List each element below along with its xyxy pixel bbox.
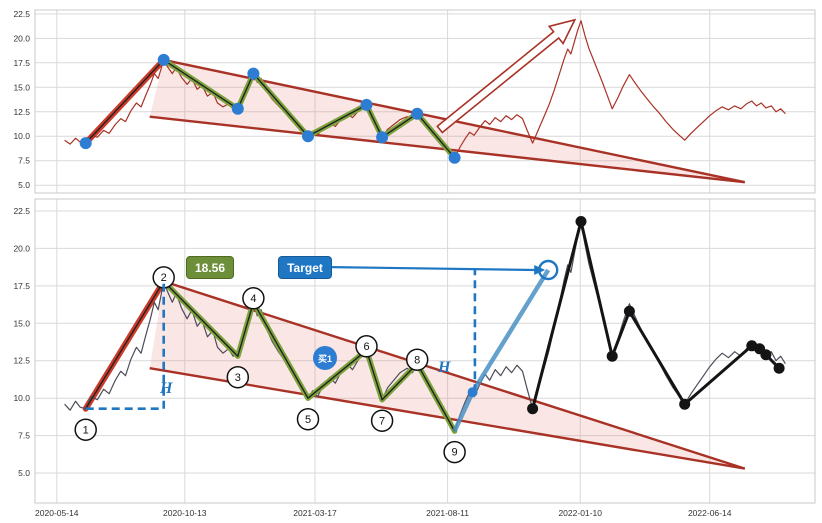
wave-number: 4 xyxy=(250,293,256,305)
panel-bottom: 5.0 7.5 10.0 12.5 15.0 17.5 20.0 22.5 1 2 3 4 5 6 7 8 9 xyxy=(13,198,816,504)
pivot-dot xyxy=(231,102,244,115)
wave-number-circle xyxy=(242,287,265,310)
y-tick-label: 20.0 xyxy=(13,243,30,253)
impulse-core xyxy=(85,59,165,144)
x-tick-label: 2020-05-14 xyxy=(35,508,79,518)
wave-number-circle xyxy=(226,365,250,389)
panel-border xyxy=(34,9,816,194)
y-tick-label: 5.0 xyxy=(18,180,30,190)
panel-border xyxy=(34,198,816,504)
wave-number: 8 xyxy=(414,354,420,366)
swing-dot xyxy=(773,362,785,374)
y-tick-label: 15.0 xyxy=(13,318,30,328)
target-arrow-line xyxy=(332,266,536,272)
measured-target-badge: 18.56 xyxy=(186,256,234,279)
y-tick-label: 22.5 xyxy=(13,9,30,19)
wave-number-circle xyxy=(296,407,320,431)
pivot-dot xyxy=(302,130,314,143)
buy-1-marker: 买1 xyxy=(313,346,337,370)
height-label-right: H xyxy=(438,359,451,376)
swing-dot xyxy=(623,305,635,317)
y-tick-label: 15.0 xyxy=(13,82,30,92)
wave-number: 3 xyxy=(235,372,241,384)
y-tick-label: 22.5 xyxy=(13,206,30,216)
pivot-dot xyxy=(79,137,92,150)
pivot-dot xyxy=(376,131,389,144)
pivot-dot xyxy=(360,98,373,111)
target-arrow-head xyxy=(534,265,546,275)
x-tick-label: 2021-03-17 xyxy=(293,508,337,518)
breakout-dot xyxy=(467,387,478,398)
wave-number: 9 xyxy=(452,447,458,459)
post-breakout-line xyxy=(531,220,781,410)
target-badge: Target xyxy=(278,256,332,279)
wave-number: 1 xyxy=(83,424,89,436)
zigzag-core xyxy=(163,280,456,432)
x-tick-label: 2022-01-10 xyxy=(558,508,602,518)
wave-number: 6 xyxy=(363,341,369,353)
pivot-dot xyxy=(247,67,260,80)
y-tick-label: 7.5 xyxy=(18,431,30,441)
y-tick-label: 10.0 xyxy=(13,393,30,403)
x-tick-label: 2020-10-13 xyxy=(163,508,207,518)
wave-number-circle xyxy=(405,348,429,371)
impulse-core xyxy=(85,281,165,410)
wave-number-circle xyxy=(370,409,394,432)
y-tick-label: 17.5 xyxy=(13,58,30,68)
panel-top: 5.0 7.5 10.0 12.5 15.0 17.5 20.0 22.5 xyxy=(13,9,816,194)
wave-number: 5 xyxy=(305,414,311,426)
y-tick-label: 10.0 xyxy=(13,131,30,141)
swing-dot xyxy=(760,349,772,361)
wave-number-circle xyxy=(74,418,97,441)
y-tick-label: 12.5 xyxy=(13,356,30,366)
breakout-arrow xyxy=(436,18,577,134)
x-tick-label: 2021-08-11 xyxy=(426,508,469,518)
swing-dot xyxy=(679,398,691,410)
wave-number: 7 xyxy=(379,415,385,427)
y-tick-label: 20.0 xyxy=(13,33,30,43)
pivot-dot xyxy=(411,107,424,120)
measure-dashed-line xyxy=(85,281,165,411)
wave-number: 2 xyxy=(161,272,167,284)
zigzag-core xyxy=(163,59,456,159)
pivot-dot xyxy=(448,151,461,164)
y-tick-label: 17.5 xyxy=(13,281,30,291)
y-tick-label: 5.0 xyxy=(18,468,30,478)
swing-dot xyxy=(575,216,587,227)
wave-number-circle xyxy=(355,335,378,358)
wave-number-circle xyxy=(443,440,466,464)
pivot-dot xyxy=(157,53,170,66)
swing-dot xyxy=(606,350,618,362)
x-tick-label: 2022-06-14 xyxy=(688,508,732,518)
swing-dot xyxy=(527,403,539,415)
height-label-left: H xyxy=(160,380,173,397)
y-tick-label: 12.5 xyxy=(13,107,30,117)
y-tick-label: 7.5 xyxy=(18,156,30,166)
